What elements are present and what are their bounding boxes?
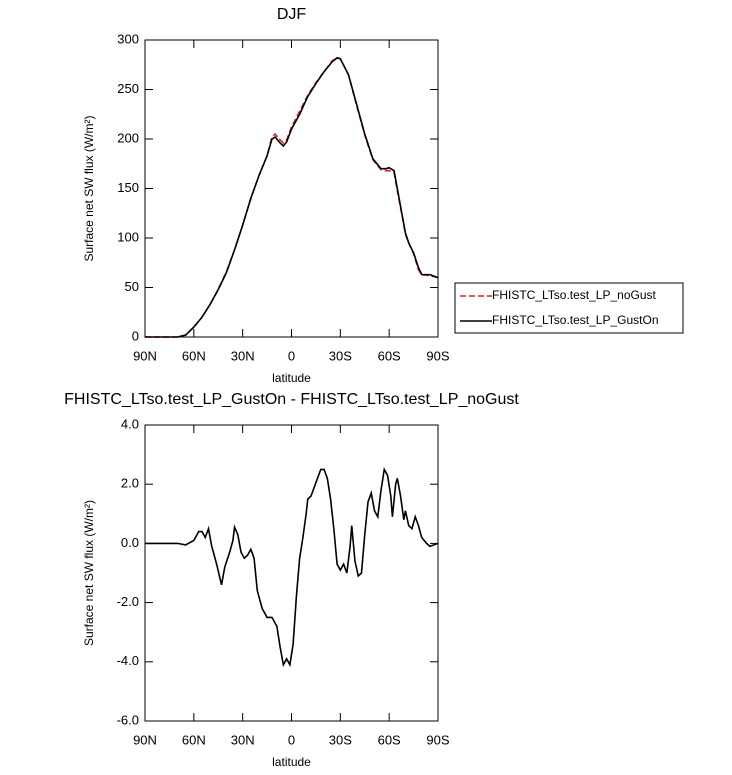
y-tick-label: 0 [132, 328, 139, 343]
series-line [145, 466, 439, 668]
y-tick-label: -4.0 [117, 653, 139, 668]
series-line [145, 56, 439, 338]
plot-frame [144, 39, 439, 338]
chart-title: FHISTC_LTso.test_LP_GustOn - FHISTC_LTso… [64, 391, 519, 408]
y-tick-label: 300 [117, 31, 139, 46]
y-tick-label: 100 [117, 229, 139, 244]
x-tick-label: 90S [426, 732, 449, 747]
y-tick-label: 2.0 [121, 476, 139, 491]
y-tick-label: 200 [117, 130, 139, 145]
y-axis-label: Surface net SW flux (W/m²) [82, 500, 96, 646]
y-axis-label: Surface net SW flux (W/m²) [82, 115, 96, 261]
y-tick-label: 250 [117, 81, 139, 96]
x-tick-label: 30N [231, 732, 255, 747]
y-tick-label: -2.0 [117, 594, 139, 609]
legend-box [454, 282, 684, 334]
x-tick-label: 60N [182, 348, 206, 363]
x-tick-label: 30S [329, 732, 352, 747]
x-tick-label: 0 [288, 348, 295, 363]
y-tick-label: 4.0 [121, 416, 139, 431]
y-tick-label: -6.0 [117, 712, 139, 727]
x-axis-label: latitude [272, 371, 311, 385]
x-tick-label: 90N [133, 732, 157, 747]
x-tick-label: 30S [329, 348, 352, 363]
series-line [145, 56, 439, 338]
x-tick-label: 30N [231, 348, 255, 363]
x-axis-label: latitude [272, 755, 311, 769]
legend-label: FHISTC_LTso.test_LP_GustOn [492, 313, 659, 327]
x-tick-label: 60S [378, 348, 401, 363]
x-tick-label: 60S [378, 732, 401, 747]
y-tick-label: 150 [117, 180, 139, 195]
plot-frame [144, 424, 439, 722]
chart-title: DJF [277, 6, 307, 23]
x-tick-label: 90S [426, 348, 449, 363]
legend-label: FHISTC_LTso.test_LP_noGust [492, 288, 657, 302]
x-tick-label: 90N [133, 348, 157, 363]
y-tick-label: 0.0 [121, 535, 139, 550]
x-tick-label: 0 [288, 732, 295, 747]
y-tick-label: 50 [125, 279, 139, 294]
x-tick-label: 60N [182, 732, 206, 747]
